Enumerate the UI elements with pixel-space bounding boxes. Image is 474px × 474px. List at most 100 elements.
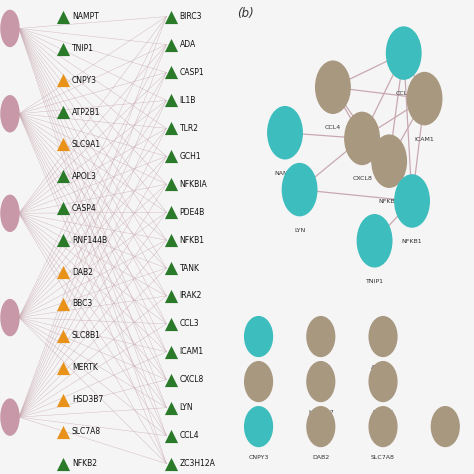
Text: NFKB2: NFKB2 (379, 199, 400, 204)
Text: CNPY3: CNPY3 (72, 76, 97, 85)
Text: BBC3: BBC3 (72, 300, 92, 309)
Text: CNPY3: CNPY3 (248, 455, 269, 460)
Text: HSD3B7: HSD3B7 (72, 395, 103, 404)
Ellipse shape (283, 164, 317, 216)
Point (59, 237, 66, 244)
Point (59, 364, 66, 372)
Ellipse shape (345, 112, 379, 164)
Point (167, 125, 174, 132)
Point (59, 173, 66, 180)
Text: TNIP1: TNIP1 (72, 44, 94, 53)
Text: LYN: LYN (180, 403, 193, 412)
Text: TANK: TANK (180, 264, 200, 273)
Circle shape (1, 399, 19, 435)
Text: CCL4: CCL4 (180, 431, 199, 440)
Circle shape (1, 300, 19, 336)
Ellipse shape (372, 135, 406, 187)
Point (167, 181, 174, 188)
Text: ICAM1: ICAM1 (415, 137, 435, 142)
Point (167, 432, 174, 439)
Point (167, 97, 174, 104)
Ellipse shape (395, 175, 429, 227)
Ellipse shape (369, 407, 397, 447)
Point (59, 460, 66, 467)
Text: APOL3: APOL3 (310, 365, 331, 370)
Text: ZC3H12A: ZC3H12A (180, 459, 216, 468)
Ellipse shape (316, 61, 350, 113)
Text: NFKBIA: NFKBIA (180, 180, 208, 189)
Text: SLC7A8: SLC7A8 (72, 427, 101, 436)
Ellipse shape (245, 362, 273, 401)
Text: NAMPT: NAMPT (72, 12, 99, 21)
Text: CASP4: CASP4 (72, 204, 97, 213)
Point (167, 237, 174, 244)
Point (59, 268, 66, 276)
Point (59, 140, 66, 148)
Text: CCL3: CCL3 (180, 319, 199, 328)
Text: PDE4B: PDE4B (180, 208, 205, 217)
Text: TLR2: TLR2 (180, 124, 199, 133)
Text: APOL3: APOL3 (72, 172, 97, 181)
Point (59, 45, 66, 52)
Text: MERTK: MERTK (72, 363, 98, 372)
Text: CCL4: CCL4 (325, 125, 341, 130)
Point (167, 209, 174, 216)
Text: ADA: ADA (252, 365, 265, 370)
Text: ATP2B1: ATP2B1 (72, 108, 100, 117)
Circle shape (1, 195, 19, 231)
Ellipse shape (268, 107, 302, 159)
Text: SLC7A8: SLC7A8 (371, 455, 395, 460)
Point (167, 320, 174, 328)
Text: GCH1: GCH1 (250, 410, 267, 415)
Ellipse shape (369, 362, 397, 401)
Ellipse shape (307, 317, 335, 356)
Circle shape (1, 96, 19, 132)
Text: GCH1: GCH1 (180, 152, 201, 161)
Text: BIRC3: BIRC3 (180, 12, 202, 21)
Text: LYN: LYN (294, 228, 305, 233)
Point (59, 428, 66, 436)
Text: ATP2B1: ATP2B1 (371, 365, 395, 370)
Text: NFKB1: NFKB1 (180, 236, 205, 245)
Point (167, 153, 174, 160)
Ellipse shape (357, 215, 392, 267)
Text: NFKB1: NFKB1 (402, 239, 422, 244)
Text: DAB2: DAB2 (72, 267, 93, 276)
Point (167, 41, 174, 48)
Text: HSD3B7: HSD3B7 (308, 410, 334, 415)
Ellipse shape (245, 317, 273, 356)
Point (59, 204, 66, 212)
Text: MERTK: MERTK (373, 410, 393, 415)
Text: CCL3: CCL3 (396, 91, 412, 96)
Point (167, 460, 174, 467)
Text: RNF144B: RNF144B (72, 236, 107, 245)
Circle shape (1, 10, 19, 46)
Text: ICAM1: ICAM1 (180, 347, 204, 356)
Text: NFKB2: NFKB2 (72, 459, 97, 468)
Text: ADA: ADA (180, 40, 196, 49)
Point (167, 69, 174, 76)
Text: SLC8B1: SLC8B1 (72, 331, 100, 340)
Ellipse shape (307, 407, 335, 447)
Ellipse shape (386, 27, 421, 79)
Point (167, 13, 174, 20)
Point (59, 77, 66, 84)
Text: IL1B: IL1B (180, 96, 196, 105)
Text: CXCL8: CXCL8 (352, 176, 372, 182)
Point (59, 396, 66, 403)
Ellipse shape (431, 407, 459, 447)
Point (59, 300, 66, 308)
Point (59, 332, 66, 340)
Text: (b): (b) (237, 7, 254, 20)
Point (167, 376, 174, 383)
Text: SLC9A1: SLC9A1 (72, 140, 101, 149)
Ellipse shape (369, 317, 397, 356)
Ellipse shape (307, 362, 335, 401)
Text: IRAK2: IRAK2 (180, 292, 202, 301)
Text: CXCL8: CXCL8 (180, 375, 204, 384)
Point (167, 292, 174, 300)
Text: NAMPT: NAMPT (274, 171, 296, 176)
Point (59, 109, 66, 116)
Point (167, 404, 174, 411)
Point (59, 13, 66, 20)
